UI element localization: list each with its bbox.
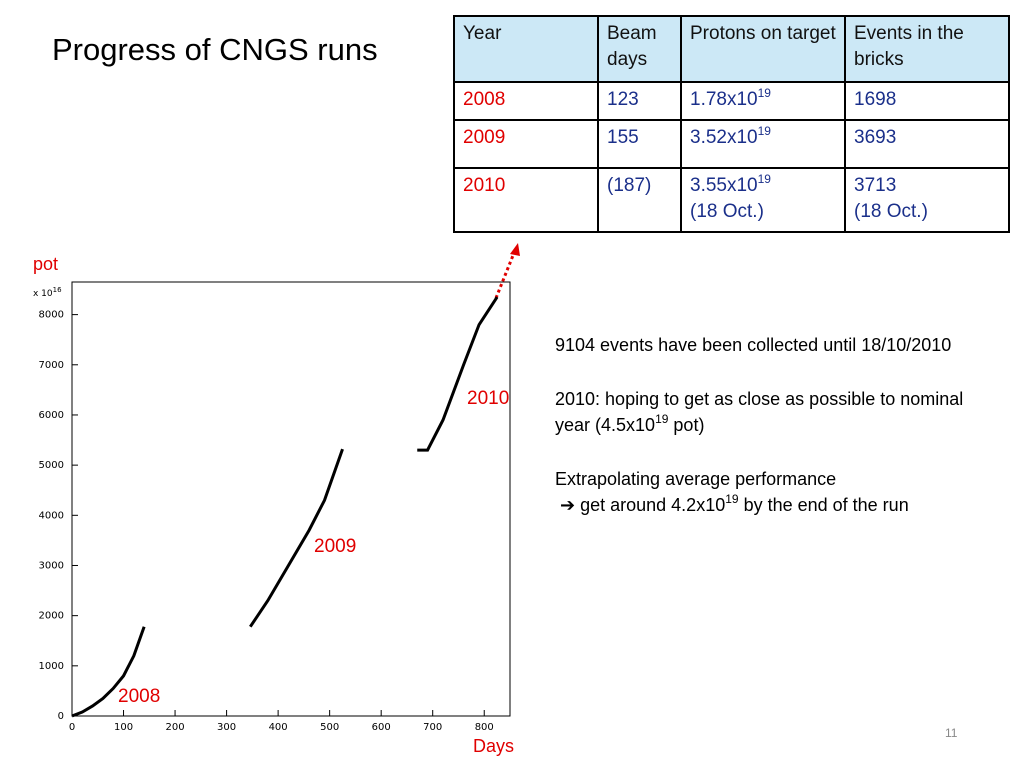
text: get around 4.2x10 [575, 495, 726, 515]
x-tick-label: 800 [475, 722, 494, 733]
x-tick-label: 600 [372, 722, 391, 733]
x-tick-label: 500 [320, 722, 339, 733]
cell: 3713 (18 Oct.) [844, 167, 1010, 233]
y-multiplier-base: x 10 [33, 289, 53, 299]
header-cell: Year [453, 15, 599, 83]
cell: 3693 [844, 119, 1010, 169]
y-tick-label: 6000 [39, 410, 64, 421]
x-tick-label: 700 [423, 722, 442, 733]
x-tick-label: 100 [114, 722, 133, 733]
header-cell: Beam days [597, 15, 682, 83]
pot: 3.55x10 [690, 175, 758, 196]
slide-title: Progress of CNGS runs [52, 32, 378, 67]
text: by the end of the run [738, 495, 909, 515]
pot-exp: 19 [757, 172, 771, 186]
cell: (187) [597, 167, 682, 233]
cell: 2009 [453, 119, 599, 169]
note-paragraph: 9104 events have been collected until 18… [555, 335, 952, 355]
extrapolation-arrow [494, 247, 518, 299]
y-tick-label: 0 [58, 711, 64, 722]
pot: 3.52x10 [690, 127, 758, 148]
y-tick-label: 2000 [39, 611, 64, 622]
text: pot) [668, 415, 705, 435]
text: 2010: hoping to get as close as possible… [555, 389, 964, 435]
arrow: ➔ [560, 495, 576, 515]
cell: 2010 [453, 167, 599, 233]
cell: 123 [597, 81, 682, 121]
row: 2009 155 3.52x1019 3693 [453, 119, 1010, 169]
cell: 1.78x1019 [680, 81, 846, 121]
notes: 9104 events have been collected until 18… [555, 332, 995, 546]
y-multiplier: x 1016 [33, 286, 62, 299]
y-tick-label: 5000 [39, 460, 64, 471]
arrow-head [510, 243, 520, 256]
series-label: 2010 [467, 388, 509, 409]
note-paragraph: 2010: hoping to get as close as possible… [555, 386, 995, 438]
y-axis-label: pot [33, 254, 58, 274]
note: (18 Oct.) [854, 201, 928, 222]
y-tick-label: 8000 [39, 310, 64, 321]
series-line [71, 626, 146, 718]
series-label: 2008 [118, 686, 160, 707]
series-line [417, 296, 499, 452]
cell: 3.52x1019 [680, 119, 846, 169]
y-tick-label: 3000 [39, 560, 64, 571]
cell: 155 [597, 119, 682, 169]
x-tick-label: 200 [166, 722, 185, 733]
pot: 1.78x10 [690, 89, 758, 110]
y-tick-label: 1000 [39, 661, 64, 672]
y-multiplier-exp: 16 [53, 286, 62, 294]
header-row: Year Beam days Protons on target Events … [453, 15, 1010, 83]
x-axis-label: Days [473, 736, 514, 756]
header-cell: Protons on target [680, 15, 846, 83]
series-label: 2009 [314, 536, 356, 557]
cell: 2008 [453, 81, 599, 121]
exp: 19 [655, 412, 669, 426]
plot-frame [71, 281, 511, 717]
events: 3713 [854, 175, 897, 196]
note-paragraph: ➔ get around 4.2x1019 by the end of the … [555, 492, 995, 518]
series-line [249, 448, 344, 628]
row: 2010 (187) 3.55x1019 (18 Oct.) 3713 (18 Oc… [453, 167, 1010, 233]
pot-exp: 19 [757, 124, 771, 138]
cell: 1698 [844, 81, 1010, 121]
exp: 19 [725, 492, 739, 506]
row: 2008 123 1.78x1019 1698 [453, 81, 1010, 121]
pot-exp: 19 [757, 86, 771, 100]
header-cell: Events in the bricks [844, 15, 1010, 83]
note-paragraph: Extrapolating average performance [555, 469, 837, 489]
x-tick-label: 0 [69, 722, 75, 733]
y-tick-label: 4000 [39, 510, 64, 521]
cell: 3.55x1019 (18 Oct.) [680, 167, 846, 233]
page-number: 11 [945, 726, 958, 740]
y-tick-label: 7000 [39, 360, 64, 371]
note: (18 Oct.) [690, 201, 764, 222]
runs-table: Year Beam days Protons on target Events … [453, 15, 1010, 233]
x-tick-label: 300 [217, 722, 236, 733]
x-tick-label: 400 [269, 722, 288, 733]
